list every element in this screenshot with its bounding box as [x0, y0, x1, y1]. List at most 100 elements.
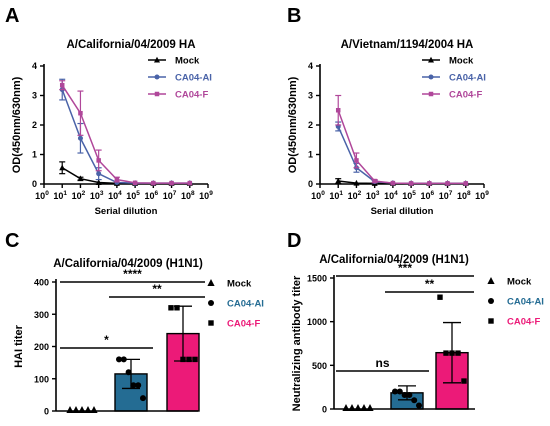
legend-label: CA04-F [507, 317, 540, 328]
y-tick-label: 1000 [307, 317, 327, 327]
data-point [78, 406, 86, 413]
series-ca04-f [59, 80, 193, 186]
y-tick-label: 4 [32, 61, 37, 71]
data-point [348, 404, 356, 411]
data-point [130, 382, 137, 389]
panel-label: B [287, 5, 301, 27]
y-axis-title: HAI titer [13, 324, 25, 368]
data-point [443, 350, 449, 356]
tick-base: 10 [53, 191, 63, 201]
tick-exponent: 4 [118, 190, 122, 197]
data-point [335, 108, 341, 113]
tick-base: 10 [366, 191, 376, 201]
tick-base: 10 [72, 191, 82, 201]
data-point [192, 356, 198, 363]
panel-label: C [5, 230, 19, 252]
chart-title: A/California/04/2009 (H1N1) [319, 254, 469, 266]
tick-exponent: 2 [82, 190, 86, 197]
legend-label: CA04-AI [507, 297, 544, 308]
tick-base: 10 [145, 191, 155, 201]
y-tick-label: 3 [308, 91, 313, 101]
data-point [135, 382, 142, 389]
data-point [449, 350, 455, 356]
data-point [125, 369, 132, 376]
y-tick-label: 4 [308, 61, 313, 71]
data-point [114, 177, 120, 182]
data-point [140, 395, 146, 402]
data-point [90, 406, 98, 413]
data-point [180, 356, 186, 363]
y-tick-label: 500 [312, 361, 327, 371]
tick-exponent: 8 [467, 190, 471, 197]
data-point [408, 181, 414, 186]
tick-base: 10 [329, 191, 339, 201]
x-tick-label: 102 [348, 190, 362, 201]
significance-label: ** [152, 282, 162, 296]
chart-title: A/California/04/2009 HA [66, 39, 195, 51]
data-point [77, 135, 83, 141]
data-point [59, 82, 65, 88]
tick-exponent: 9 [209, 190, 213, 197]
x-tick-label: 109 [475, 190, 489, 201]
tick-exponent: 6 [431, 190, 435, 197]
y-axis-title: OD(450nm/630nm) [287, 76, 299, 173]
data-point [437, 294, 443, 300]
data-point [427, 181, 432, 186]
data-point [335, 177, 342, 184]
tick-base: 10 [475, 191, 485, 201]
y-tick-label: 0 [32, 179, 37, 189]
legend-marker [428, 91, 434, 97]
legend-marker [488, 318, 494, 324]
data-point [96, 158, 101, 163]
tick-base: 10 [421, 191, 431, 201]
y-tick-label: 0 [44, 407, 49, 417]
legend-label: CA04-AI [449, 73, 486, 84]
x-tick-label: 107 [163, 190, 177, 201]
data-point [354, 158, 359, 163]
x-tick-label: 104 [384, 190, 398, 201]
chart-title: A/California/04/2009 (H1N1) [53, 258, 203, 270]
y-tick-label: 1 [32, 150, 37, 160]
y-tick-label: 200 [34, 342, 49, 352]
x-tick-label: 104 [108, 190, 122, 201]
x-tick-label: 108 [457, 190, 471, 201]
y-tick-label: 1 [308, 150, 313, 160]
data-point [406, 392, 413, 399]
x-tick-label: 103 [90, 190, 104, 201]
y-tick-label: 2 [32, 120, 37, 130]
legend-label: Mock [227, 279, 252, 290]
series-ca04-ai [335, 121, 469, 186]
data-point [353, 179, 360, 186]
data-point [461, 378, 467, 384]
legend-marker [154, 91, 160, 97]
panel-label: A [5, 5, 19, 27]
y-tick-label: 100 [34, 374, 49, 384]
data-point [66, 406, 74, 413]
y-tick-label: 400 [34, 278, 49, 288]
data-point [463, 181, 469, 186]
tick-exponent: 7 [173, 190, 177, 197]
data-point [132, 180, 138, 186]
legend-label: Mock [449, 56, 474, 67]
tick-exponent: 1 [63, 190, 67, 197]
significance-label: **** [123, 267, 142, 281]
legend-marker [208, 320, 214, 326]
tick-exponent: 3 [376, 190, 380, 197]
data-point [72, 406, 80, 413]
y-tick-label: 0 [322, 405, 327, 415]
legend-label: Mock [507, 277, 532, 288]
x-tick-label: 101 [53, 190, 67, 201]
chart-title: A/Vietnam/1194/2004 HA [341, 39, 474, 51]
legend-label: Mock [175, 56, 200, 67]
legend-marker [487, 277, 495, 284]
panel-label: D [287, 230, 301, 252]
legend-marker [488, 298, 494, 304]
series-line [61, 84, 190, 184]
tick-exponent: 8 [191, 190, 195, 197]
x-tick-label: 109 [199, 190, 213, 201]
tick-base: 10 [402, 191, 412, 201]
x-tick-label: 105 [126, 190, 140, 201]
legend-marker [428, 74, 434, 80]
x-tick-label: 105 [402, 190, 416, 201]
